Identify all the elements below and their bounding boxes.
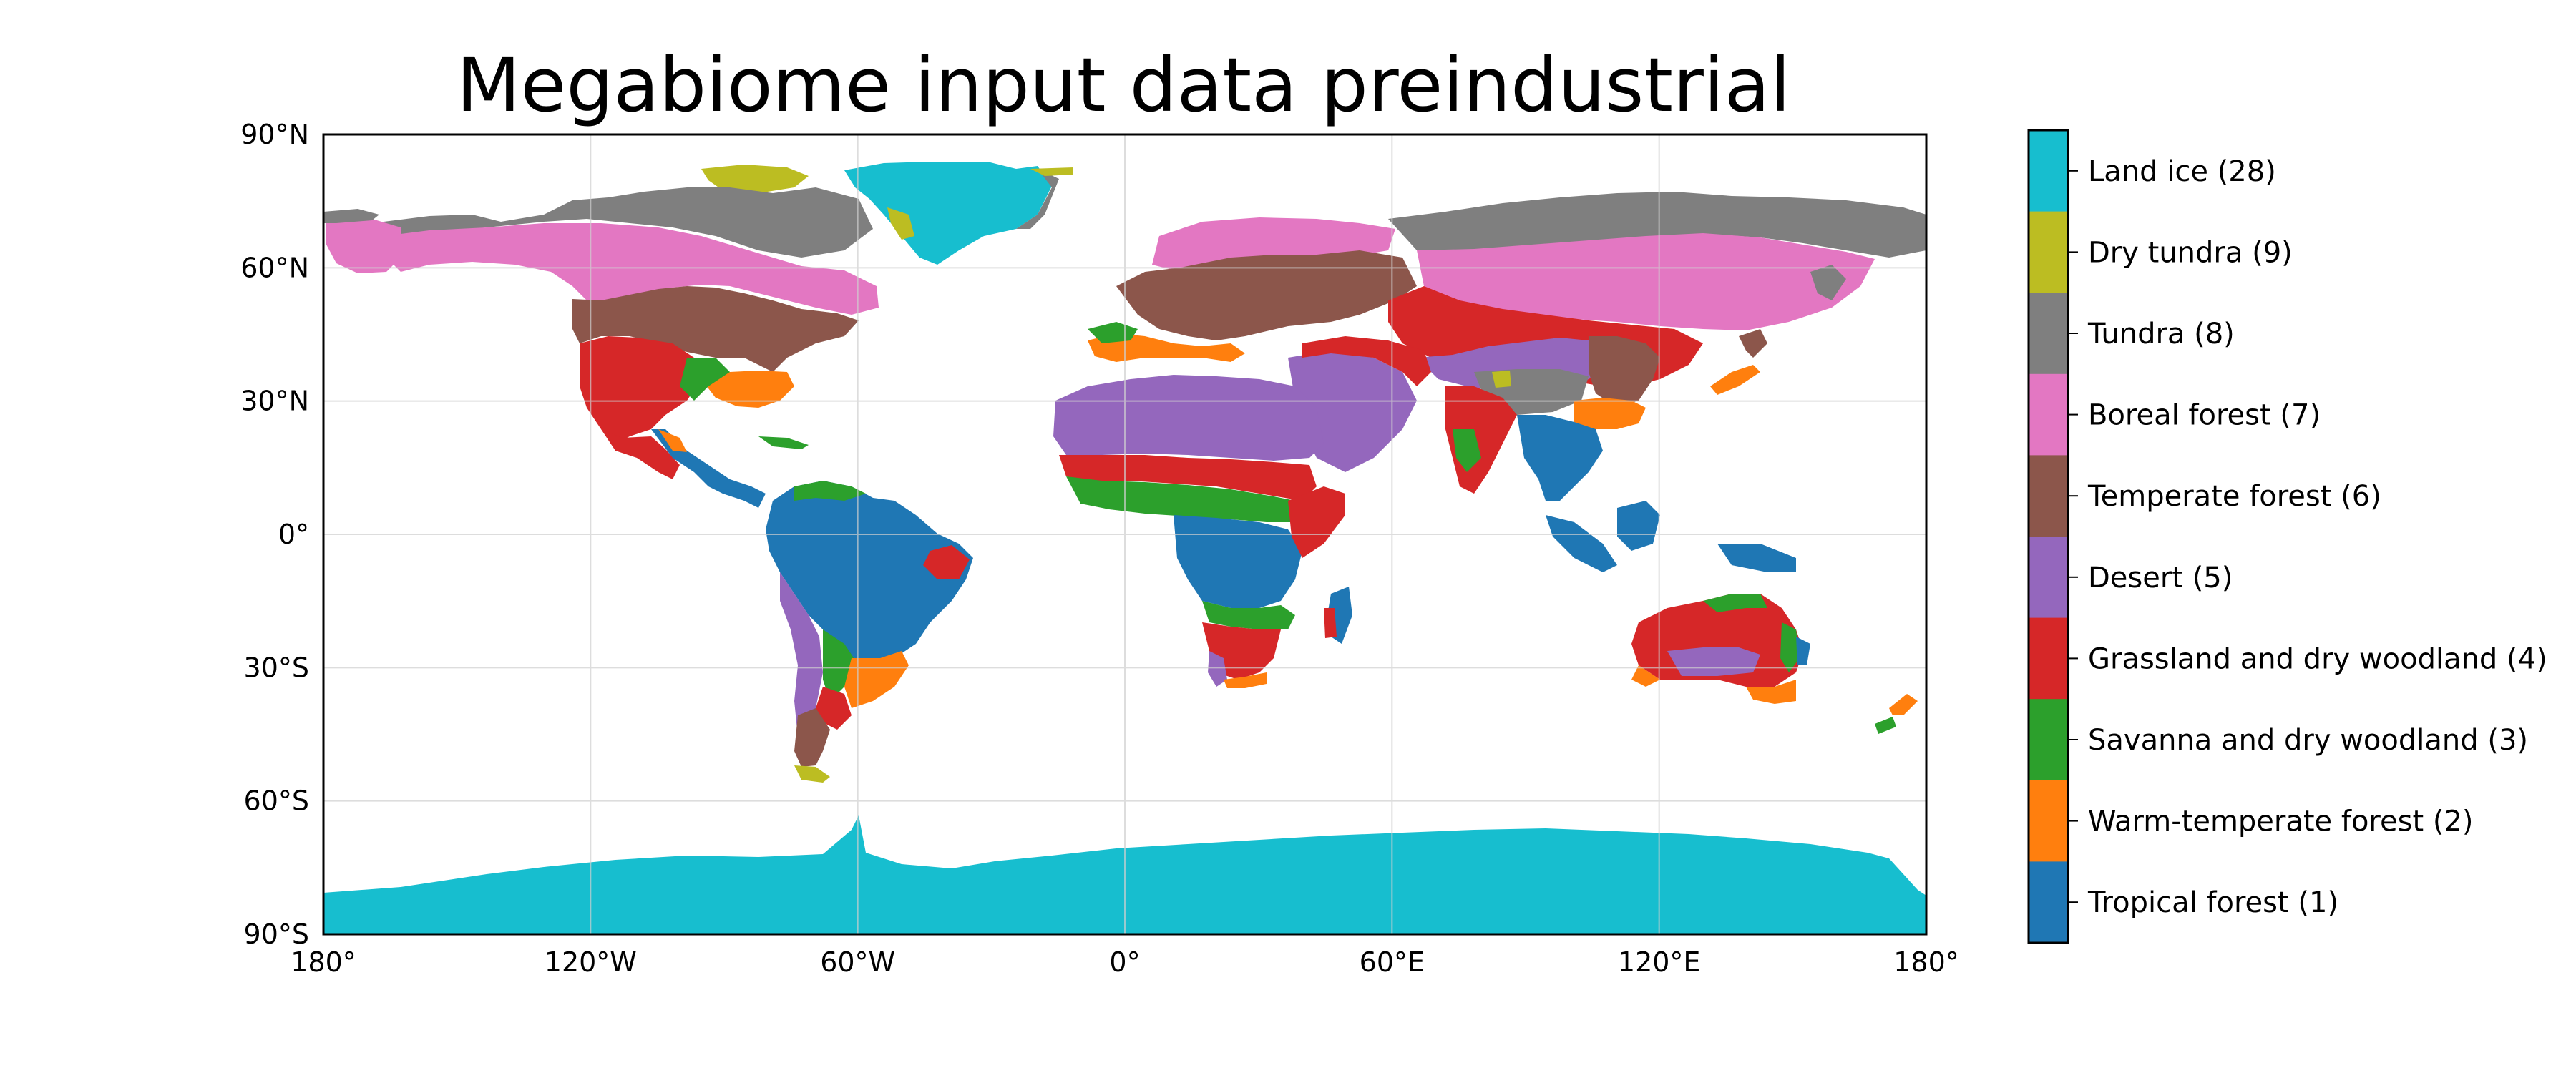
- region-brazil-grassland: [923, 545, 970, 579]
- legend-swatch: [2029, 373, 2068, 456]
- lat-tick-label: 0°: [278, 519, 309, 550]
- lat-tick-label: 90°S: [244, 918, 309, 950]
- region-europe-temperate: [1116, 250, 1417, 340]
- legend-label: Dry tundra (9): [2088, 236, 2293, 269]
- legend-label: Grassland and dry woodland (4): [2088, 642, 2547, 675]
- lat-tick-label: 90°N: [240, 119, 309, 150]
- region-kalahari-desert: [1208, 651, 1227, 687]
- legend-label: Tundra (8): [2087, 318, 2235, 351]
- region-siberia-tundra: [1388, 192, 1926, 258]
- legend-swatch: [2029, 130, 2068, 212]
- region-japan-temperate: [1739, 329, 1767, 358]
- region-south-america-warm: [844, 651, 909, 708]
- lon-tick-label: 180°: [291, 946, 356, 978]
- region-madagascar-grassland: [1324, 608, 1337, 638]
- region-arctic-dry-tundra-3: [1030, 167, 1073, 176]
- legend-frame: [2027, 129, 2069, 944]
- legend-label: Land ice (28): [2088, 155, 2276, 188]
- region-new-guinea-tropical: [1717, 544, 1796, 572]
- region-new-zealand-warm: [1889, 694, 1918, 715]
- region-north-america-grassland: [580, 336, 701, 444]
- region-amazon: [766, 481, 973, 665]
- region-east-africa-grassland: [1288, 486, 1345, 558]
- region-sahara-desert: [1053, 375, 1324, 461]
- region-north-america-boreal: [372, 223, 879, 315]
- region-japan-warm: [1710, 365, 1760, 395]
- region-mexico-grassland: [601, 429, 680, 479]
- region-greenland-margin: [1016, 169, 1059, 229]
- lon-tick-label: 60°E: [1360, 946, 1425, 978]
- plot-frame: [322, 133, 1928, 936]
- legend-swatch: [2029, 536, 2068, 619]
- region-india-savanna: [1453, 429, 1481, 472]
- region-patagonia-dry-tundra: [794, 765, 830, 783]
- region-east-china-warm: [1574, 398, 1646, 429]
- region-brazil-savanna: [794, 481, 866, 501]
- region-australia-east-savanna: [1780, 622, 1800, 672]
- lat-tick-label: 60°N: [240, 252, 309, 283]
- lon-tick-label: 120°W: [545, 946, 637, 978]
- region-congo-tropical: [1174, 515, 1302, 608]
- lon-tick-label: 0°: [1109, 946, 1140, 978]
- region-alaska-tundra: [323, 209, 379, 223]
- region-siberia-boreal: [1417, 233, 1875, 330]
- region-andes-desert: [780, 572, 823, 737]
- legend-swatch: [2029, 699, 2068, 781]
- region-central-america-warm: [658, 429, 687, 452]
- lon-tick-label: 120°E: [1618, 946, 1701, 978]
- region-north-america-tundra: [372, 187, 873, 258]
- region-se-asia-tropical: [1517, 415, 1603, 501]
- region-se-us-savanna: [680, 358, 730, 401]
- latitude-axis: 90°N 60°N 30°N 0° 30°S 60°S 90°S: [240, 119, 309, 950]
- region-cape-warm: [1224, 672, 1267, 688]
- region-north-america-temperate: [572, 286, 859, 372]
- region-scandinavia-boreal: [1152, 217, 1395, 272]
- legend-label: Warm-temperate forest (2): [2088, 805, 2474, 838]
- region-arctic-dry-tundra: [701, 165, 809, 193]
- region-middle-east-grassland: [1302, 336, 1431, 386]
- region-east-asia-temperate: [1589, 336, 1660, 408]
- region-pampas-grassland: [816, 687, 852, 730]
- legend-label: Savanna and dry woodland (3): [2088, 724, 2528, 757]
- legend-swatch: [2029, 861, 2068, 944]
- region-arctic-dry-tundra-2: [887, 207, 914, 240]
- region-southern-africa-savanna: [1202, 601, 1295, 629]
- lat-tick-label: 30°S: [244, 652, 309, 683]
- legend-label: Boreal forest (7): [2088, 399, 2321, 432]
- legend-colorbar: Land ice (28) Dry tundra (9) Tundra (8) Bor…: [2027, 129, 2547, 944]
- region-patagonia-temperate: [794, 708, 830, 767]
- region-australia-east-tropical: [1796, 637, 1810, 665]
- region-australia-warm: [1631, 665, 1660, 687]
- region-australia-desert: [1667, 647, 1760, 676]
- region-borneo-tropical: [1617, 501, 1660, 551]
- legend-label: Temperate forest (6): [2087, 480, 2381, 513]
- region-kamchatka-tundra: [1810, 265, 1846, 300]
- lat-tick-label: 60°S: [244, 785, 309, 817]
- region-greenland: [844, 162, 1052, 265]
- region-caribbean: [758, 436, 809, 449]
- region-se-australia-warm: [1746, 680, 1796, 704]
- lon-tick-label: 180°: [1893, 946, 1959, 978]
- chart-title: Megabiome input data preindustrial: [456, 41, 1791, 129]
- legend-swatch: [2029, 293, 2068, 375]
- legend-swatch: [2029, 617, 2068, 700]
- legend-label: Desert (5): [2088, 562, 2233, 594]
- region-australia-north-savanna: [1703, 594, 1767, 612]
- lon-tick-label: 60°W: [820, 946, 895, 978]
- region-se-us-warm-temperate: [701, 371, 794, 408]
- legend-swatch: [2029, 211, 2068, 293]
- region-south-america-savanna: [823, 629, 859, 701]
- region-alaska-boreal: [326, 219, 401, 273]
- longitude-axis: 180° 120°W 60°W 0° 60°E 120°E 180°: [291, 946, 1959, 978]
- legend-label: Tropical forest (1): [2087, 886, 2338, 919]
- region-indonesia-tropical: [1546, 515, 1617, 572]
- lat-tick-label: 30°N: [240, 386, 309, 417]
- region-tibet-dry-tundra: [1492, 371, 1511, 388]
- legend-swatch: [2029, 780, 2068, 862]
- legend-swatch: [2029, 455, 2068, 537]
- region-new-zealand-savanna: [1875, 717, 1896, 734]
- region-sahel-grassland: [1059, 455, 1317, 501]
